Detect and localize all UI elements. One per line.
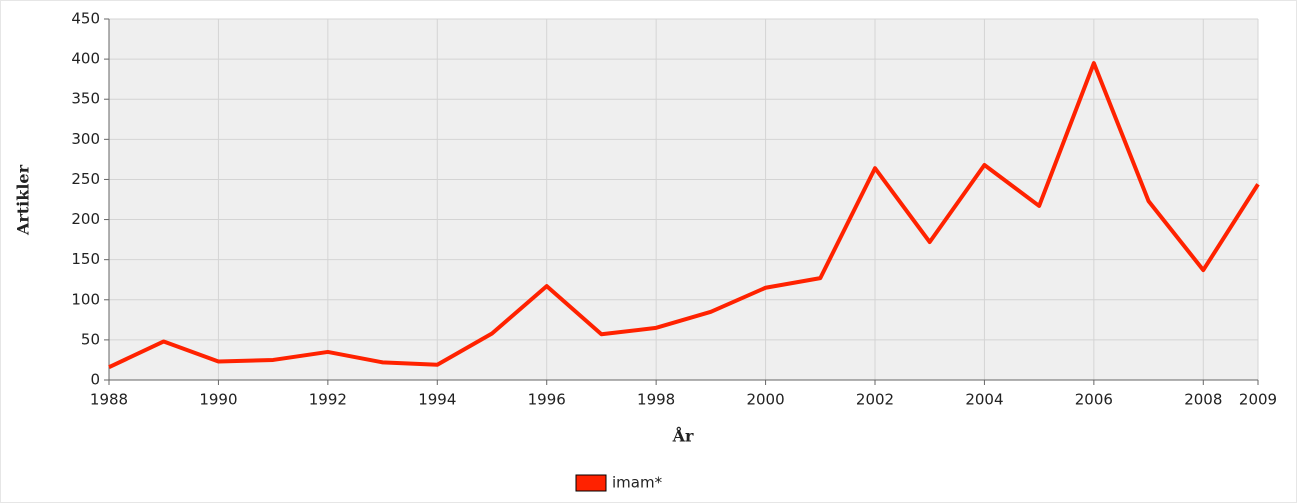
y-tick-label: 200 — [71, 210, 100, 228]
y-tick-label: 50 — [81, 330, 100, 348]
plot-area — [109, 19, 1258, 380]
x-tick-label: 1990 — [199, 391, 237, 409]
x-tick-label: 2004 — [965, 391, 1003, 409]
legend-label: imam* — [612, 474, 663, 492]
x-tick-label: 1998 — [637, 391, 675, 409]
y-tick-label: 350 — [71, 90, 100, 108]
x-tick-label: 1994 — [418, 391, 456, 409]
y-tick-label: 450 — [71, 10, 100, 28]
legend-swatch — [575, 474, 607, 492]
x-tick-label: 2006 — [1075, 391, 1113, 409]
x-axis-title: År — [672, 425, 694, 446]
y-tick-label: 300 — [71, 130, 100, 148]
y-tick-label: 150 — [71, 250, 100, 268]
y-tick-label: 0 — [90, 371, 100, 389]
y-tick-label: 400 — [71, 50, 100, 68]
x-tick-label: 2000 — [746, 391, 784, 409]
x-tick-label: 1988 — [90, 391, 128, 409]
y-tick-label: 100 — [71, 290, 100, 308]
x-tick-label: 2008 — [1184, 391, 1222, 409]
x-tick-label: 1992 — [309, 391, 347, 409]
x-tick-label: 1996 — [528, 391, 566, 409]
y-axis-title: Artikler — [14, 164, 33, 236]
x-tick-label: 2009 — [1239, 391, 1277, 409]
line — [108, 61, 1260, 369]
x-tick-label: 2002 — [856, 391, 894, 409]
y-tick-label: 250 — [71, 170, 100, 188]
